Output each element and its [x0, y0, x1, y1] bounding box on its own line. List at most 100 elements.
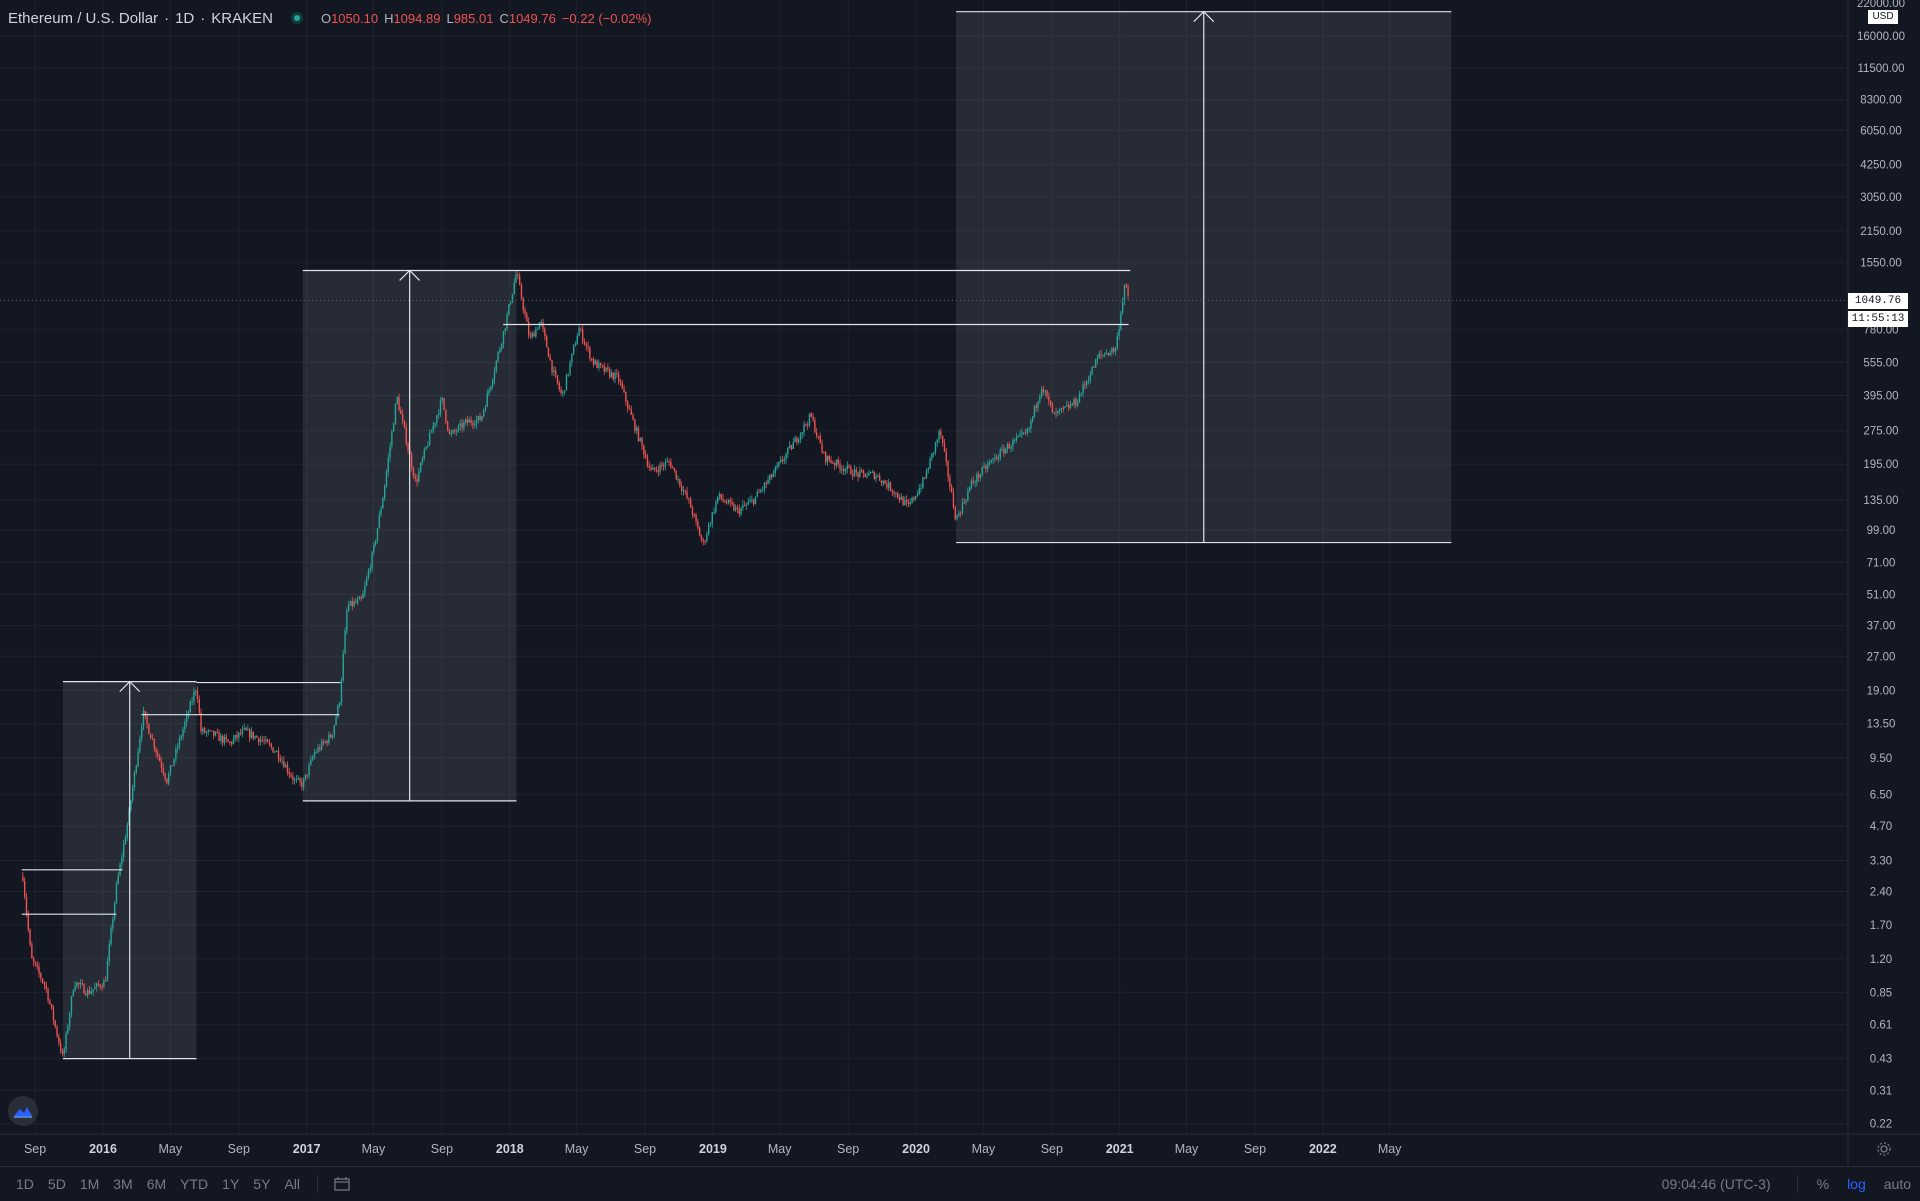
- price-chart[interactable]: 0.22 0.31 0.43 0.61 0.85 1.20 1.70 2.40 3.30 4.70…: [0, 0, 1920, 1165]
- interval-label[interactable]: 1D: [175, 9, 195, 27]
- candle-body: [961, 502, 964, 514]
- candle-body: [695, 514, 697, 522]
- candle-body: [677, 478, 679, 480]
- candle-body: [920, 488, 922, 490]
- candle-body: [508, 304, 510, 315]
- candle-body: [535, 329, 537, 337]
- candle-body: [842, 468, 845, 472]
- range-all-button[interactable]: All: [284, 1176, 300, 1192]
- range-1y-button[interactable]: 1Y: [222, 1176, 240, 1192]
- time-axis[interactable]: Sep 2016 May Sep 2017 May Sep 2018 May Sep 2019 May…: [24, 1142, 1402, 1156]
- price-tick-label: 555.00: [1863, 357, 1898, 369]
- candle-body: [239, 732, 242, 734]
- candle-body: [770, 474, 773, 478]
- candle-body: [349, 600, 352, 606]
- calendar-icon[interactable]: [334, 1177, 350, 1191]
- candle-body: [490, 386, 492, 390]
- candle-body: [133, 772, 136, 788]
- candle-body: [45, 985, 47, 989]
- candle-body: [482, 410, 485, 417]
- candle-body: [241, 729, 244, 734]
- candle-body: [1100, 353, 1102, 355]
- candle-body: [754, 496, 757, 504]
- candle-body: [351, 600, 353, 607]
- candle-body: [173, 758, 175, 766]
- percent-scale-button[interactable]: %: [1816, 1176, 1830, 1192]
- candle-body: [430, 431, 433, 433]
- candle-body: [992, 458, 994, 461]
- candle-body: [378, 514, 380, 529]
- candle-body: [495, 360, 497, 372]
- candle-body: [587, 345, 589, 348]
- candle-body: [32, 958, 35, 962]
- candle-body: [1071, 404, 1073, 406]
- candle-body: [635, 427, 638, 432]
- price-tick-label: 13.50: [1867, 719, 1896, 731]
- range-ytd-button[interactable]: YTD: [180, 1176, 209, 1192]
- candle-body: [536, 328, 539, 330]
- time-tick-label: May: [159, 1142, 183, 1156]
- candle-body: [549, 357, 551, 361]
- candle-body: [976, 474, 978, 483]
- candle-body: [373, 544, 375, 553]
- candle-body: [1019, 433, 1021, 436]
- log-scale-button[interactable]: log: [1847, 1176, 1866, 1192]
- candle-body: [337, 705, 339, 718]
- price-tick-label: 0.61: [1870, 1020, 1892, 1032]
- candle-body: [1103, 354, 1106, 356]
- price-axis[interactable]: 0.22 0.31 0.43 0.61 0.85 1.20 1.70 2.40 3.30 4.70…: [1857, 0, 1905, 1131]
- auto-scale-button[interactable]: auto: [1883, 1176, 1911, 1192]
- candle-body: [1080, 393, 1082, 395]
- candle-body: [679, 478, 681, 486]
- candle-body: [835, 459, 838, 466]
- candle-body: [265, 739, 267, 742]
- candle-body: [653, 467, 656, 470]
- candle-body: [155, 748, 157, 753]
- currency-badge[interactable]: USD: [1868, 10, 1898, 24]
- candle-body: [43, 982, 46, 986]
- candle-body: [25, 896, 28, 914]
- candle-body: [833, 463, 836, 466]
- range-1m-button[interactable]: 1M: [79, 1176, 100, 1192]
- candle-body: [922, 477, 924, 489]
- market-status-icon[interactable]: [290, 12, 303, 24]
- candle-body: [97, 983, 100, 986]
- candle-body: [625, 392, 627, 402]
- candle-body: [491, 379, 494, 387]
- range-3m-button[interactable]: 3M: [113, 1176, 133, 1192]
- candle-body: [671, 467, 674, 469]
- candle-body: [522, 298, 524, 310]
- timezone-clock[interactable]: 09:04:46 (UTC-3): [1661, 1176, 1771, 1192]
- range-5y-button[interactable]: 5Y: [253, 1176, 271, 1192]
- time-tick-label: 2017: [293, 1142, 321, 1156]
- price-tick-label: 71.00: [1867, 557, 1896, 569]
- grid-lines: [0, 0, 1848, 1134]
- range-1d-button[interactable]: 1D: [16, 1176, 34, 1192]
- candle-body: [767, 479, 769, 484]
- close-label: C: [499, 10, 509, 26]
- candle-body: [941, 435, 944, 444]
- candle-body: [324, 741, 326, 743]
- candle-body: [706, 534, 708, 542]
- candle-body: [986, 464, 989, 470]
- last-price-label: 1049.76: [1848, 292, 1908, 309]
- candle-body: [551, 360, 553, 373]
- candle-body: [763, 482, 766, 490]
- candle-body: [446, 421, 449, 430]
- candle-body: [650, 467, 652, 470]
- range-6m-button[interactable]: 6M: [146, 1176, 167, 1192]
- candle-body: [1048, 396, 1050, 401]
- candle-body: [668, 461, 670, 463]
- settings-gear-icon[interactable]: [1876, 1141, 1892, 1162]
- range-5d-button[interactable]: 5D: [47, 1176, 66, 1192]
- candle-body: [176, 747, 179, 749]
- candle-body: [338, 702, 341, 706]
- symbol-title[interactable]: Ethereum / U.S. Dollar: [8, 9, 159, 27]
- candle-body: [295, 778, 298, 780]
- tradingview-logo-icon[interactable]: [8, 1096, 38, 1126]
- candle-body: [599, 362, 602, 366]
- candle-body: [103, 980, 105, 988]
- candle-body: [547, 347, 550, 358]
- candle-body: [932, 452, 935, 454]
- candle-body: [29, 929, 31, 945]
